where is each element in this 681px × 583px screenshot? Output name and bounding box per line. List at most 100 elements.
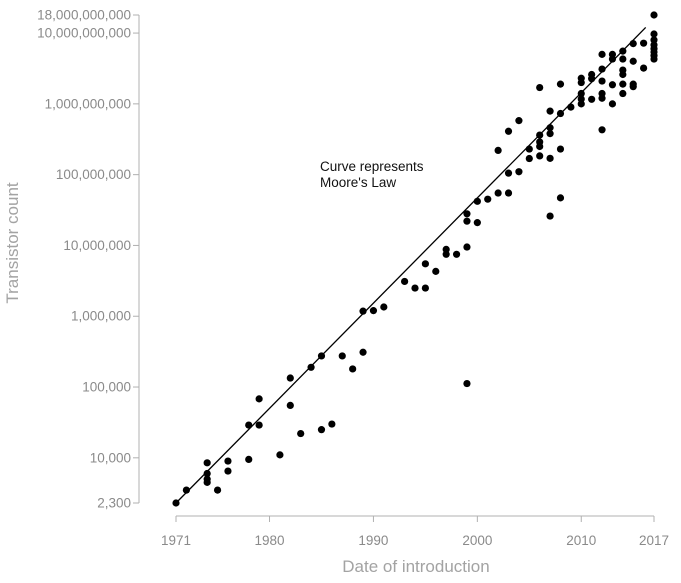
- data-point: [650, 30, 658, 38]
- data-point: [629, 57, 637, 65]
- data-point: [546, 124, 554, 132]
- x-tick-label: 1990: [358, 533, 388, 548]
- x-ticks: 1971 1980 1990 2000 2010 2017: [161, 516, 669, 548]
- data-point: [640, 39, 648, 47]
- data-point: [546, 212, 554, 220]
- data-point: [608, 81, 617, 89]
- data-point: [432, 267, 440, 275]
- data-point: [525, 145, 533, 153]
- data-point: [556, 194, 565, 202]
- data-point: [588, 70, 596, 79]
- data-point: [307, 363, 315, 371]
- data-point: [567, 103, 575, 111]
- data-point: [640, 64, 648, 72]
- y-tick-label: 1,000,000: [71, 309, 131, 324]
- y-axis-title: Transistor count: [3, 182, 22, 304]
- data-point: [629, 40, 637, 48]
- data-point: [598, 126, 606, 134]
- data-point: [588, 95, 596, 103]
- data-point: [224, 467, 232, 475]
- annotation-line-2: Moore's Law: [320, 175, 396, 190]
- data-point: [463, 217, 471, 225]
- data-point: [619, 80, 627, 88]
- data-point: [182, 486, 190, 494]
- data-point: [203, 469, 211, 478]
- data-point: [349, 365, 357, 373]
- data-point: [556, 145, 565, 153]
- data-point: [297, 429, 305, 438]
- data-point: [463, 379, 471, 388]
- data-point: [619, 89, 627, 98]
- moores-law-trend-line: [175, 27, 647, 504]
- x-tick-label: 1980: [254, 533, 284, 548]
- data-point: [494, 189, 502, 197]
- y-tick-label: 10,000: [90, 450, 131, 465]
- data-point: [401, 277, 409, 286]
- data-point: [255, 395, 263, 403]
- data-point: [608, 100, 617, 108]
- data-point: [245, 455, 253, 463]
- data-point: [504, 169, 513, 177]
- data-point: [255, 421, 263, 429]
- data-point: [224, 457, 232, 465]
- data-point: [546, 154, 554, 162]
- data-point: [598, 65, 606, 73]
- data-point: [556, 109, 565, 118]
- data-point: [484, 195, 492, 203]
- data-point: [203, 475, 211, 483]
- data-point: [525, 154, 533, 163]
- data-point: [515, 117, 523, 125]
- y-tick-label: 100,000: [82, 380, 131, 395]
- data-point: [421, 284, 429, 292]
- x-tick-label: 2000: [462, 533, 492, 548]
- data-point: [650, 36, 658, 44]
- data-point: [286, 401, 294, 410]
- data-point: [577, 95, 585, 103]
- x-tick-label: 2017: [639, 533, 669, 548]
- data-points: [172, 11, 658, 507]
- data-point: [317, 426, 326, 434]
- data-point: [359, 348, 367, 356]
- y-tick-label: 18,000,000,000: [37, 8, 131, 23]
- data-point: [577, 74, 585, 82]
- data-point: [452, 250, 461, 258]
- axes: [138, 15, 654, 517]
- y-tick-label: 1,000,000,000: [45, 96, 131, 111]
- data-point: [463, 243, 471, 251]
- y-tick-label: 10,000,000: [63, 238, 131, 253]
- data-point: [494, 146, 502, 155]
- data-point: [556, 80, 565, 88]
- y-tick-label: 10,000,000,000: [37, 26, 131, 41]
- data-point: [598, 50, 606, 58]
- data-point: [328, 420, 336, 428]
- data-point: [276, 451, 284, 459]
- annotation-line-1: Curve represents: [320, 159, 424, 174]
- data-point: [380, 303, 388, 311]
- data-point: [536, 152, 544, 160]
- data-point: [213, 486, 222, 494]
- data-point: [608, 50, 617, 58]
- data-point: [473, 219, 481, 227]
- data-point: [463, 210, 471, 218]
- x-axis-title: Date of introduction: [342, 557, 489, 576]
- data-point: [504, 127, 513, 135]
- data-point: [650, 11, 658, 19]
- data-point: [650, 41, 658, 49]
- data-point: [442, 245, 450, 253]
- data-point: [546, 130, 554, 138]
- data-point: [536, 131, 544, 139]
- y-ticks: 2,300 10,000 100,000 1,000,000 10,000,000 100…: [37, 8, 139, 511]
- data-point: [172, 499, 180, 507]
- data-point: [619, 55, 627, 63]
- data-point: [203, 459, 211, 467]
- data-point: [619, 66, 627, 74]
- data-point: [411, 284, 419, 292]
- data-point: [515, 168, 523, 176]
- data-point: [286, 374, 294, 382]
- data-point: [317, 352, 326, 360]
- data-point: [245, 421, 253, 429]
- y-tick-label: 100,000,000: [56, 167, 131, 182]
- data-point: [473, 197, 481, 205]
- data-point: [369, 307, 378, 315]
- data-point: [619, 47, 627, 55]
